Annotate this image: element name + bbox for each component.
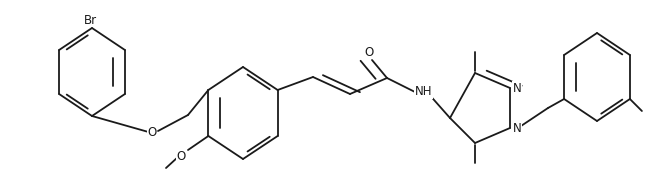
Text: N: N (513, 82, 522, 94)
Text: Br: Br (84, 13, 97, 26)
Text: N: N (513, 121, 522, 135)
Text: O: O (364, 45, 374, 59)
Text: O: O (176, 150, 185, 162)
Text: O: O (148, 127, 157, 139)
Text: NH: NH (415, 86, 432, 98)
